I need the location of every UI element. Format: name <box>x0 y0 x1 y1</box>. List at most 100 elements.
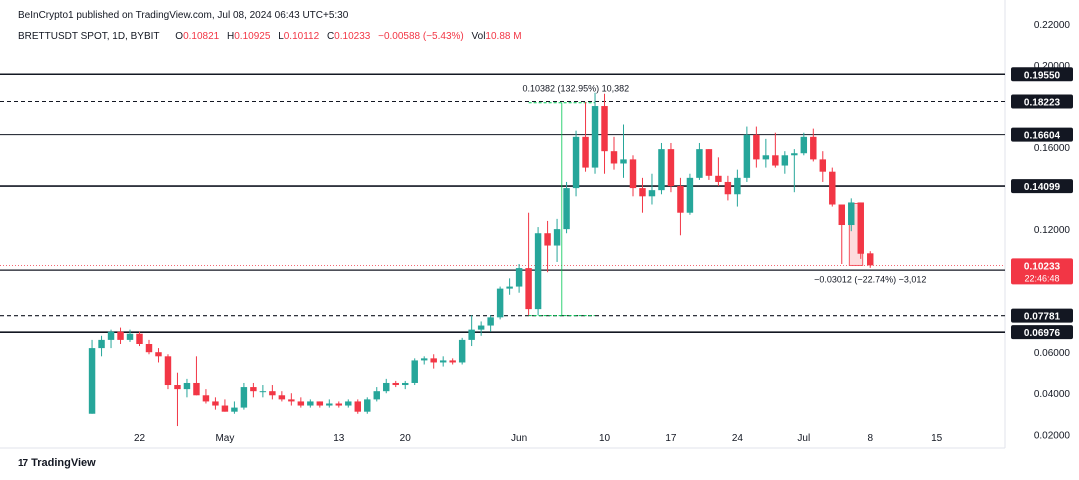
low-value: 0.10112 <box>283 31 320 42</box>
candle-body <box>800 136 808 154</box>
level-tag-label: 0.06976 <box>1024 328 1061 339</box>
open-value: 0.10821 <box>183 31 220 42</box>
candle-body <box>753 134 760 160</box>
candle-down <box>117 327 124 344</box>
candle-up <box>383 378 390 394</box>
x-tick-label: May <box>215 433 234 444</box>
candle-up <box>781 151 789 174</box>
candle-down <box>753 126 760 168</box>
candle-down <box>610 136 618 170</box>
candle-up <box>563 181 570 234</box>
level-price-tag: 0.19550 <box>1011 67 1073 82</box>
level-tag-label: 0.07781 <box>1024 312 1061 323</box>
volume-value: 10.88 M <box>485 31 522 42</box>
candle-down <box>297 397 305 408</box>
candle-body <box>648 190 656 197</box>
symbol-label[interactable]: BRETTUSDT SPOT, 1D, BYBIT <box>18 31 160 42</box>
published-info: BeInCrypto1 published on TradingView.com… <box>18 10 349 21</box>
candle-body <box>791 153 798 156</box>
level-tag-label: 0.19550 <box>1024 70 1061 81</box>
candle-up <box>439 356 447 367</box>
candle-up <box>88 339 96 414</box>
x-tick-label: 22 <box>134 433 146 444</box>
candle-body <box>193 382 200 396</box>
candle-body <box>202 395 210 402</box>
y-tick-label: 0.04000 <box>1034 389 1071 400</box>
candle-body <box>155 352 162 357</box>
level-tag-bg <box>1011 179 1073 194</box>
candle-down <box>525 212 532 316</box>
candle-up <box>496 286 504 320</box>
level-price-tag: 0.16604 <box>1011 127 1073 142</box>
candle-down <box>269 385 276 400</box>
candle-up <box>326 399 333 408</box>
candle-body <box>468 329 475 340</box>
candle-down <box>164 354 172 390</box>
candle-down <box>335 401 343 408</box>
volume-label: Vol <box>471 31 486 42</box>
candle-down <box>705 149 713 180</box>
candle-body <box>145 344 153 353</box>
level-tag-label: 0.16604 <box>1024 131 1061 142</box>
candle-down <box>316 401 324 408</box>
candle-down <box>392 380 399 388</box>
level-tag-bg <box>1011 127 1073 142</box>
candle-body <box>724 181 732 195</box>
candle-body <box>212 401 219 406</box>
candle-up <box>259 385 267 398</box>
candle-up <box>686 173 694 215</box>
high-value: 0.10925 <box>234 31 271 42</box>
measure-up-label: 0.10382 (132.95%) 10,382 <box>523 84 630 94</box>
candle-body <box>762 155 770 160</box>
candle-body <box>572 136 580 189</box>
candle-up <box>468 315 475 347</box>
level-tag-label: 0.18223 <box>1024 97 1061 108</box>
candle-down <box>772 132 779 168</box>
candle-up <box>534 227 542 316</box>
candle-down <box>145 339 153 355</box>
candle-body <box>867 253 874 266</box>
level-price-tag: 0.06976 <box>1011 325 1073 340</box>
tradingview-logo[interactable]: 17 TradingView <box>18 457 96 469</box>
x-tick-label: Jun <box>511 433 527 444</box>
level-tag-label: 0.14099 <box>1024 182 1061 193</box>
candle-down <box>829 167 836 207</box>
low-label: L <box>278 31 284 42</box>
level-price-tag: 0.07781 <box>1011 308 1073 323</box>
candle-body <box>430 358 437 363</box>
candle-body <box>107 331 115 340</box>
candle-down <box>544 220 551 273</box>
candle-down <box>724 175 732 201</box>
candle-up <box>658 142 665 195</box>
x-tick-label: Jul <box>797 433 810 444</box>
candle-up <box>107 329 115 349</box>
candle-body <box>553 229 561 246</box>
candle-body <box>563 188 570 230</box>
level-price-tag: 0.18223 <box>1011 94 1073 109</box>
candle-body <box>734 177 741 195</box>
candle-down <box>449 358 456 365</box>
level-tag-bg <box>1011 308 1073 323</box>
candle-down <box>667 142 675 193</box>
level-tag-bg <box>1011 325 1073 340</box>
candle-body <box>117 331 124 340</box>
candle-body <box>307 401 314 406</box>
candle-body <box>269 391 276 396</box>
current-price-label: 0.10233 <box>1024 261 1061 272</box>
candle-up <box>307 399 314 408</box>
candle-body <box>582 136 589 168</box>
candle-down <box>677 177 684 236</box>
candle-down <box>819 151 827 182</box>
candle-body <box>449 360 456 363</box>
tradingview-logo-text: TradingView <box>31 457 96 469</box>
candle-body <box>686 177 694 213</box>
candle-down <box>582 101 589 172</box>
candle-up <box>98 335 105 357</box>
candle-down <box>857 202 864 259</box>
candle-up <box>506 278 513 295</box>
candle-body <box>420 358 428 361</box>
candle-body <box>259 391 267 393</box>
candle-up <box>800 132 808 156</box>
candle-down <box>354 399 362 414</box>
